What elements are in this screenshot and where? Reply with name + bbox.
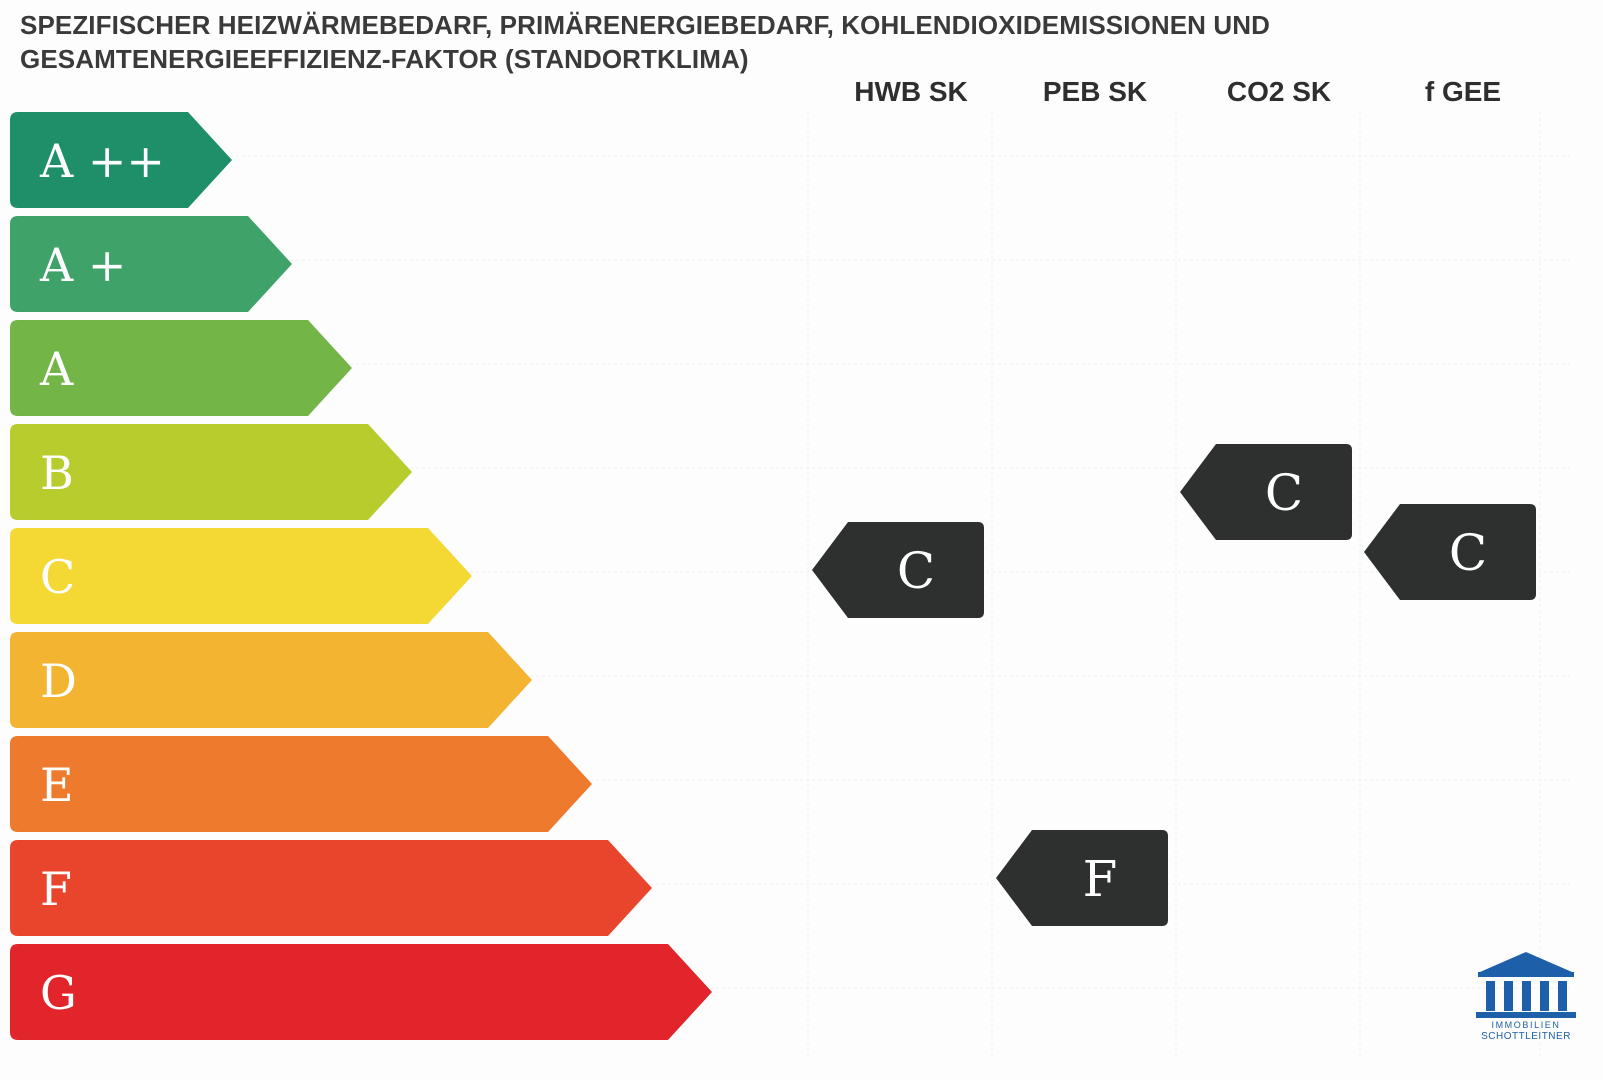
class-bar-shape — [10, 944, 712, 1040]
page-title: SPEZIFISCHER HEIZWÄRMEBEDARF, PRIMÄRENER… — [20, 8, 1520, 76]
class-bar-shape — [10, 528, 472, 624]
class-bar-2: A + — [10, 216, 292, 312]
rating-marker-label: F — [1083, 850, 1118, 908]
class-bar-shape — [10, 216, 292, 312]
class-bar-shape — [10, 424, 412, 520]
class-bar-label: F — [40, 862, 72, 916]
rating-marker-2: F — [996, 830, 1168, 926]
rating-marker-label: C — [897, 542, 935, 600]
rating-marker-1: C — [812, 522, 984, 618]
class-bar-shape — [10, 320, 352, 416]
rating-marker-shape — [1180, 444, 1352, 540]
class-bar-label: A ++ — [39, 134, 165, 188]
class-bar-label: C — [40, 550, 75, 604]
class-bar-label: A — [39, 342, 74, 396]
class-bar-label: A + — [39, 238, 126, 292]
logo-text-schottleitner: SCHOTTLEITNER — [1481, 1031, 1571, 1042]
class-bar-6: D — [10, 632, 532, 728]
rating-marker-label: C — [1265, 464, 1303, 522]
rating-marker-shape — [1364, 504, 1536, 600]
title-line-1: SPEZIFISCHER HEIZWÄRMEBEDARF, PRIMÄRENER… — [20, 10, 1270, 40]
rating-marker-label: C — [1449, 524, 1487, 582]
building-icon — [1476, 952, 1576, 1018]
rating-marker-shape — [812, 522, 984, 618]
class-bar-label: B — [40, 446, 74, 500]
rating-marker-4: C — [1364, 504, 1536, 600]
class-bar-shape — [10, 736, 592, 832]
class-bar-5: C — [10, 528, 472, 624]
column-header-fgee: f GEE — [1424, 76, 1502, 107]
class-bar-shape — [10, 112, 232, 208]
rating-marker-3: C — [1180, 444, 1352, 540]
class-bar-shape — [10, 840, 652, 936]
column-header-co2: CO2 SK — [1226, 76, 1332, 107]
class-bar-label: E — [40, 758, 74, 812]
column-header-hwb: HWB SK — [854, 76, 968, 107]
title-line-2: GESAMTENERGIEEFFIZIENZ-FAKTOR (STANDORTK… — [20, 44, 749, 74]
class-bar-1: A ++ — [10, 112, 232, 208]
class-bar-4: B — [10, 424, 412, 520]
rating-marker-shape — [996, 830, 1168, 926]
class-bar-9: G — [10, 944, 712, 1040]
column-header-peb: PEB SK — [1042, 76, 1148, 107]
class-bar-label: D — [40, 654, 77, 708]
company-logo: IMMOBILIEN SCHOTTLEITNER — [1462, 950, 1590, 1070]
class-bar-label: G — [40, 966, 77, 1020]
rating-markers: C F C C — [812, 444, 1536, 926]
class-bar-8: F — [10, 840, 652, 936]
class-bar-3: A — [10, 320, 352, 416]
class-bar-shape — [10, 632, 532, 728]
class-bar-7: E — [10, 736, 592, 832]
logo-text-immobilien: IMMOBILIEN — [1491, 1020, 1561, 1030]
